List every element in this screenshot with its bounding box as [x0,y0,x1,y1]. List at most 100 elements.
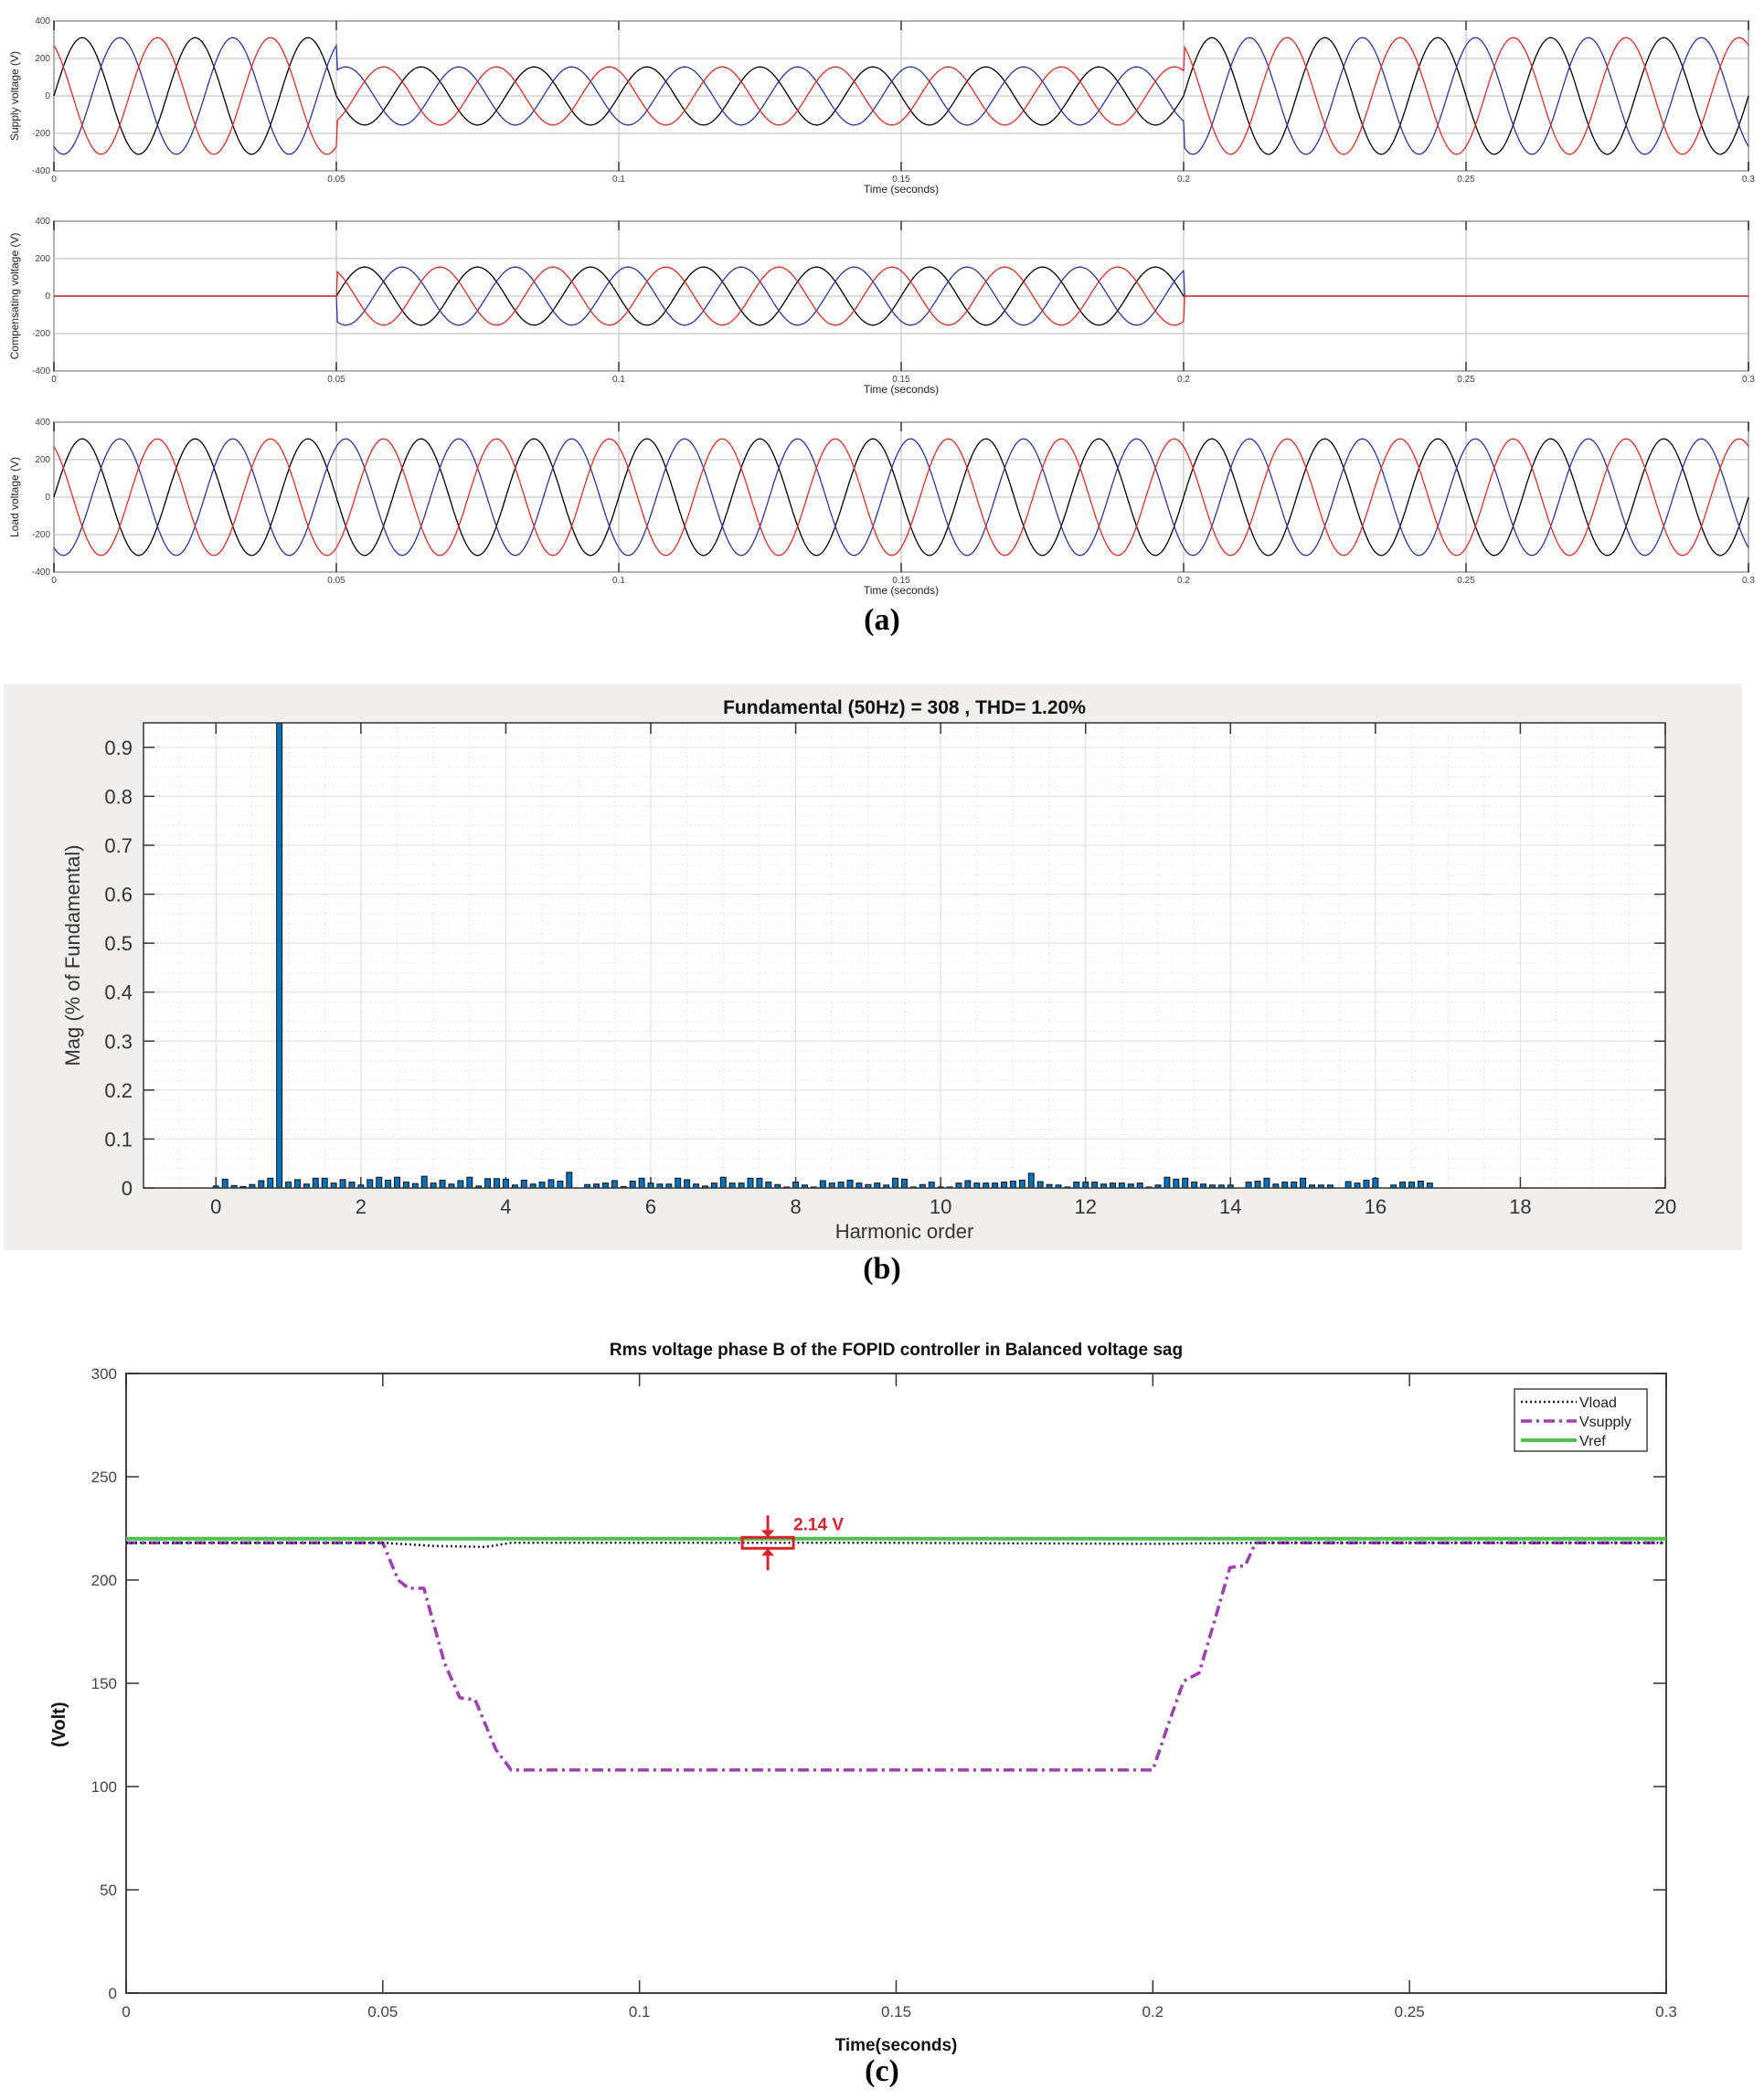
x-axis-label: Time (seconds) [864,183,939,196]
y-tick-label: 0.6 [104,884,133,907]
harmonic-bar [557,1180,564,1189]
harmonic-bar [1082,1182,1089,1189]
x-tick-label: 0.1 [612,576,625,586]
y-tick-label: 100 [91,1778,117,1796]
harmonic-bar [973,1183,981,1189]
legend-label-vload: Vload [1579,1395,1617,1411]
harmonic-bar [1018,1179,1025,1189]
harmonic-bar [819,1180,826,1189]
harmonic-bar [1408,1182,1415,1189]
x-tick-label: 0.25 [1457,375,1475,385]
harmonic-bar [330,1183,337,1189]
harmonic-bar [1118,1183,1125,1189]
harmonic-bar [221,1178,228,1189]
x-tick-label: 0 [51,375,57,385]
panel-c-caption: (c) [865,2054,899,2088]
x-tick-label: 0 [122,2003,130,2020]
harmonic-bar [339,1179,346,1189]
harmonic-bar [992,1183,999,1189]
harmonic-bar [466,1176,473,1189]
y-tick-label: 0.4 [104,981,133,1004]
harmonic-bar [964,1180,972,1189]
harmonic-bar [675,1177,682,1189]
harmonic-bar [1191,1182,1198,1189]
harmonic-bar [983,1183,990,1189]
harmonic-bar [566,1172,573,1189]
harmonic-bar [837,1182,845,1189]
vload-line [126,1542,1666,1549]
harmonic-bar [1001,1182,1007,1189]
harmonic-bar [1300,1177,1307,1189]
harmonic-bar [1091,1182,1099,1189]
y-tick-label: -200 [32,129,50,139]
x-tick-label: 0.05 [327,375,345,385]
y-tick-label: 0 [45,292,50,302]
harmonic-bar [955,1183,962,1189]
harmonic-bar [1281,1182,1289,1189]
y-tick-label: 0 [45,91,50,101]
x-axis-label: Time (seconds) [864,584,939,597]
x-tick-label: 2 [356,1195,367,1218]
x-tick-label: 0.3 [1742,576,1755,586]
x-tick-label: 10 [930,1195,951,1218]
harmonic-bar [719,1176,727,1189]
harmonic-bar [874,1183,881,1189]
y-tick-label: 400 [35,16,50,27]
harmonic-bar [294,1179,301,1189]
harmonic-bar [1173,1178,1180,1189]
y-tick-label: 400 [35,217,50,227]
harmonic-bar [285,1182,292,1189]
x-axis-label: Time (seconds) [864,383,939,396]
y-tick-label: 200 [91,1572,117,1589]
harmonic-bar [765,1182,772,1189]
legend-label-vsupply: Vsupply [1579,1415,1631,1430]
harmonic-bar [647,1183,654,1189]
y-tick-label: -400 [32,567,50,578]
y-tick-label: 0 [109,1985,117,2002]
x-tick-label: 0.25 [1457,175,1475,185]
harmonic-bar [1263,1177,1270,1189]
x-tick-label: 18 [1509,1195,1531,1218]
harmonic-bar [828,1183,835,1189]
delta-annotation-label: 2.14 V [793,1515,844,1534]
y-tick-label: -400 [32,166,50,176]
legend-label-vref: Vref [1579,1434,1606,1449]
harmonic-bar [1164,1176,1171,1189]
harmonic-bar [855,1183,863,1189]
x-tick-label: 0.05 [327,576,345,586]
phase-trace [54,266,1748,326]
harmonic-bar [276,722,283,1189]
harmonic-bar [367,1179,374,1189]
x-tick-label: 0.2 [1177,175,1190,185]
x-tick-label: 0.05 [367,2003,398,2020]
rms-voltage-plot: 0 50 100 150 200 250 300 0 0.05 0.1 0.15 0.2 0.25 0.3… [49,1341,1677,2055]
harmonic-bar [267,1177,274,1189]
x-tick-label: 14 [1219,1195,1241,1218]
harmonic-bar [457,1180,464,1189]
harmonic-bar [892,1177,899,1189]
harmonic-bar [846,1179,854,1189]
x-tick-label: 0.2 [1177,375,1190,385]
harmonic-bar [728,1183,736,1189]
y-axis-label: Load voltage (V) [8,457,21,537]
harmonic-bar [494,1178,500,1189]
x-tick-label: 0.3 [1655,2003,1677,2020]
panel-a-caption: (a) [864,603,900,637]
y-tick-label: 0 [122,1177,133,1200]
harmonic-bar [1027,1172,1035,1189]
chart-title: Fundamental (50Hz) = 308 , THD= 1.20% [723,697,1086,718]
harmonic-bar [1426,1183,1433,1189]
harmonic-bar [385,1179,392,1189]
panel-b-chart: 0 0.1 0.2 0.3 0.4 0.5 0.6 0.7 0.8 0.9 0 2 4 6 8 10 12 14 1… [61,697,1676,1243]
harmonic-bar [901,1178,908,1189]
harmonic-bar [1254,1180,1261,1189]
harmonic-bar [638,1177,645,1189]
y-tick-label: 50 [100,1882,117,1899]
y-tick-label: 0.3 [104,1030,133,1053]
harmonic-bar [1073,1182,1080,1189]
harmonic-bar [747,1177,754,1189]
harmonic-bar [376,1176,383,1189]
harmonic-bar [1363,1179,1370,1189]
y-tick-label: 400 [35,418,50,428]
y-tick-label: -400 [32,366,50,377]
